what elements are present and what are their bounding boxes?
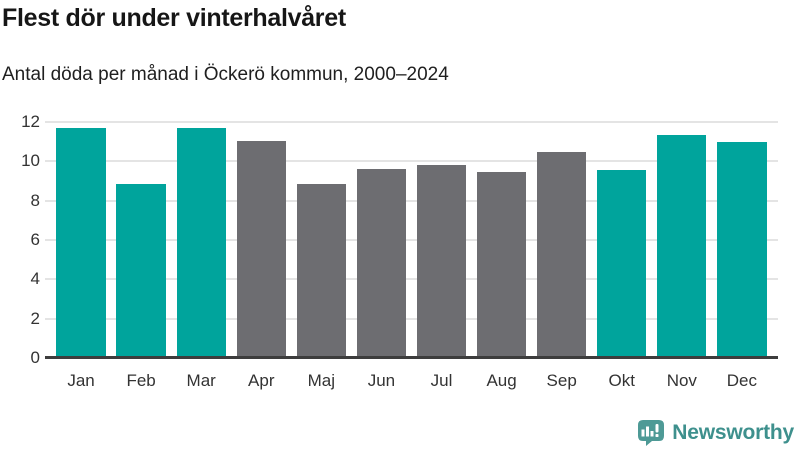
bar-jul [416,165,467,358]
plot-area [45,121,778,359]
bar-column-okt [592,122,652,358]
gridline-12 [45,121,778,123]
bar-column-feb [111,122,171,358]
gridline-4 [45,278,778,281]
y-tick-label-2: 2 [30,308,40,328]
bar-column-mar [171,122,231,358]
x-tick-label-aug: Aug [486,371,517,390]
x-axis-line [45,356,778,359]
chart-title: Flest dör under vinterhalvåret [2,4,346,32]
y-tick-label-4: 4 [30,269,40,289]
gridline-8 [45,199,778,202]
bar-nov [657,134,707,358]
bar-okt [597,170,647,358]
gridline-6 [45,239,778,241]
bar-mar [176,127,226,358]
bars-group [45,122,778,358]
x-tick-label-mar: Mar [186,371,216,390]
bar-apr [236,140,286,358]
x-tick-label-nov: Nov [666,371,697,390]
x-tick-label-jun: Jun [367,371,396,390]
x-tick-label-jan: Jan [67,371,95,390]
bar-column-jun [351,122,411,358]
y-tick-label-6: 6 [30,230,40,249]
x-tick-label-okt: Okt [608,371,635,390]
x-tick-label-feb: Feb [126,371,156,390]
bar-feb [116,183,166,358]
bar-jan [56,127,106,358]
y-axis-labels: 0 2 4 6 8 10 12 [0,112,40,367]
y-tick-label-0: 0 [30,348,40,367]
bar-jun [356,169,407,358]
bar-aug [476,172,527,358]
bar-dec [717,141,767,358]
x-tick-label-dec: Dec [726,371,758,390]
chart-subtitle: Antal döda per månad i Öckerö kommun, 20… [2,64,449,85]
bar-column-nov [652,122,712,358]
newsworthy-wordmark: Newsworthy [672,421,794,444]
bar-column-maj [291,122,351,358]
bar-maj [296,183,346,358]
newsworthy-logo: Newsworthy [638,420,794,446]
x-tick-label-sep: Sep [546,371,577,390]
x-tick-label-apr: Apr [248,371,275,390]
bar-column-jul [411,122,471,358]
bar-column-dec [712,122,772,358]
bar-column-apr [231,122,291,358]
y-tick-label-10: 10 [21,151,40,171]
x-axis-labels: Jan Feb Mar Apr Maj Jun Jul Aug Sep Okt Nov Dec [45,358,778,391]
bar-column-jan [51,122,111,358]
bar-sep [537,151,587,358]
x-tick-label-maj: Maj [307,371,336,390]
y-tick-label-12: 12 [21,112,40,131]
bar-chart: 0 2 4 6 8 10 12 Jan Feb Mar Apr Maj Jun Jul Aug Sep Okt… [0,112,800,402]
bar-column-sep [532,122,592,358]
gridline-10 [45,160,778,163]
bar-column-aug [472,122,532,358]
x-tick-label-jul: Jul [430,371,453,390]
gridline-2 [45,317,778,320]
bar-chart-speech-bubble-icon [638,420,665,446]
y-tick-label-8: 8 [30,190,40,210]
